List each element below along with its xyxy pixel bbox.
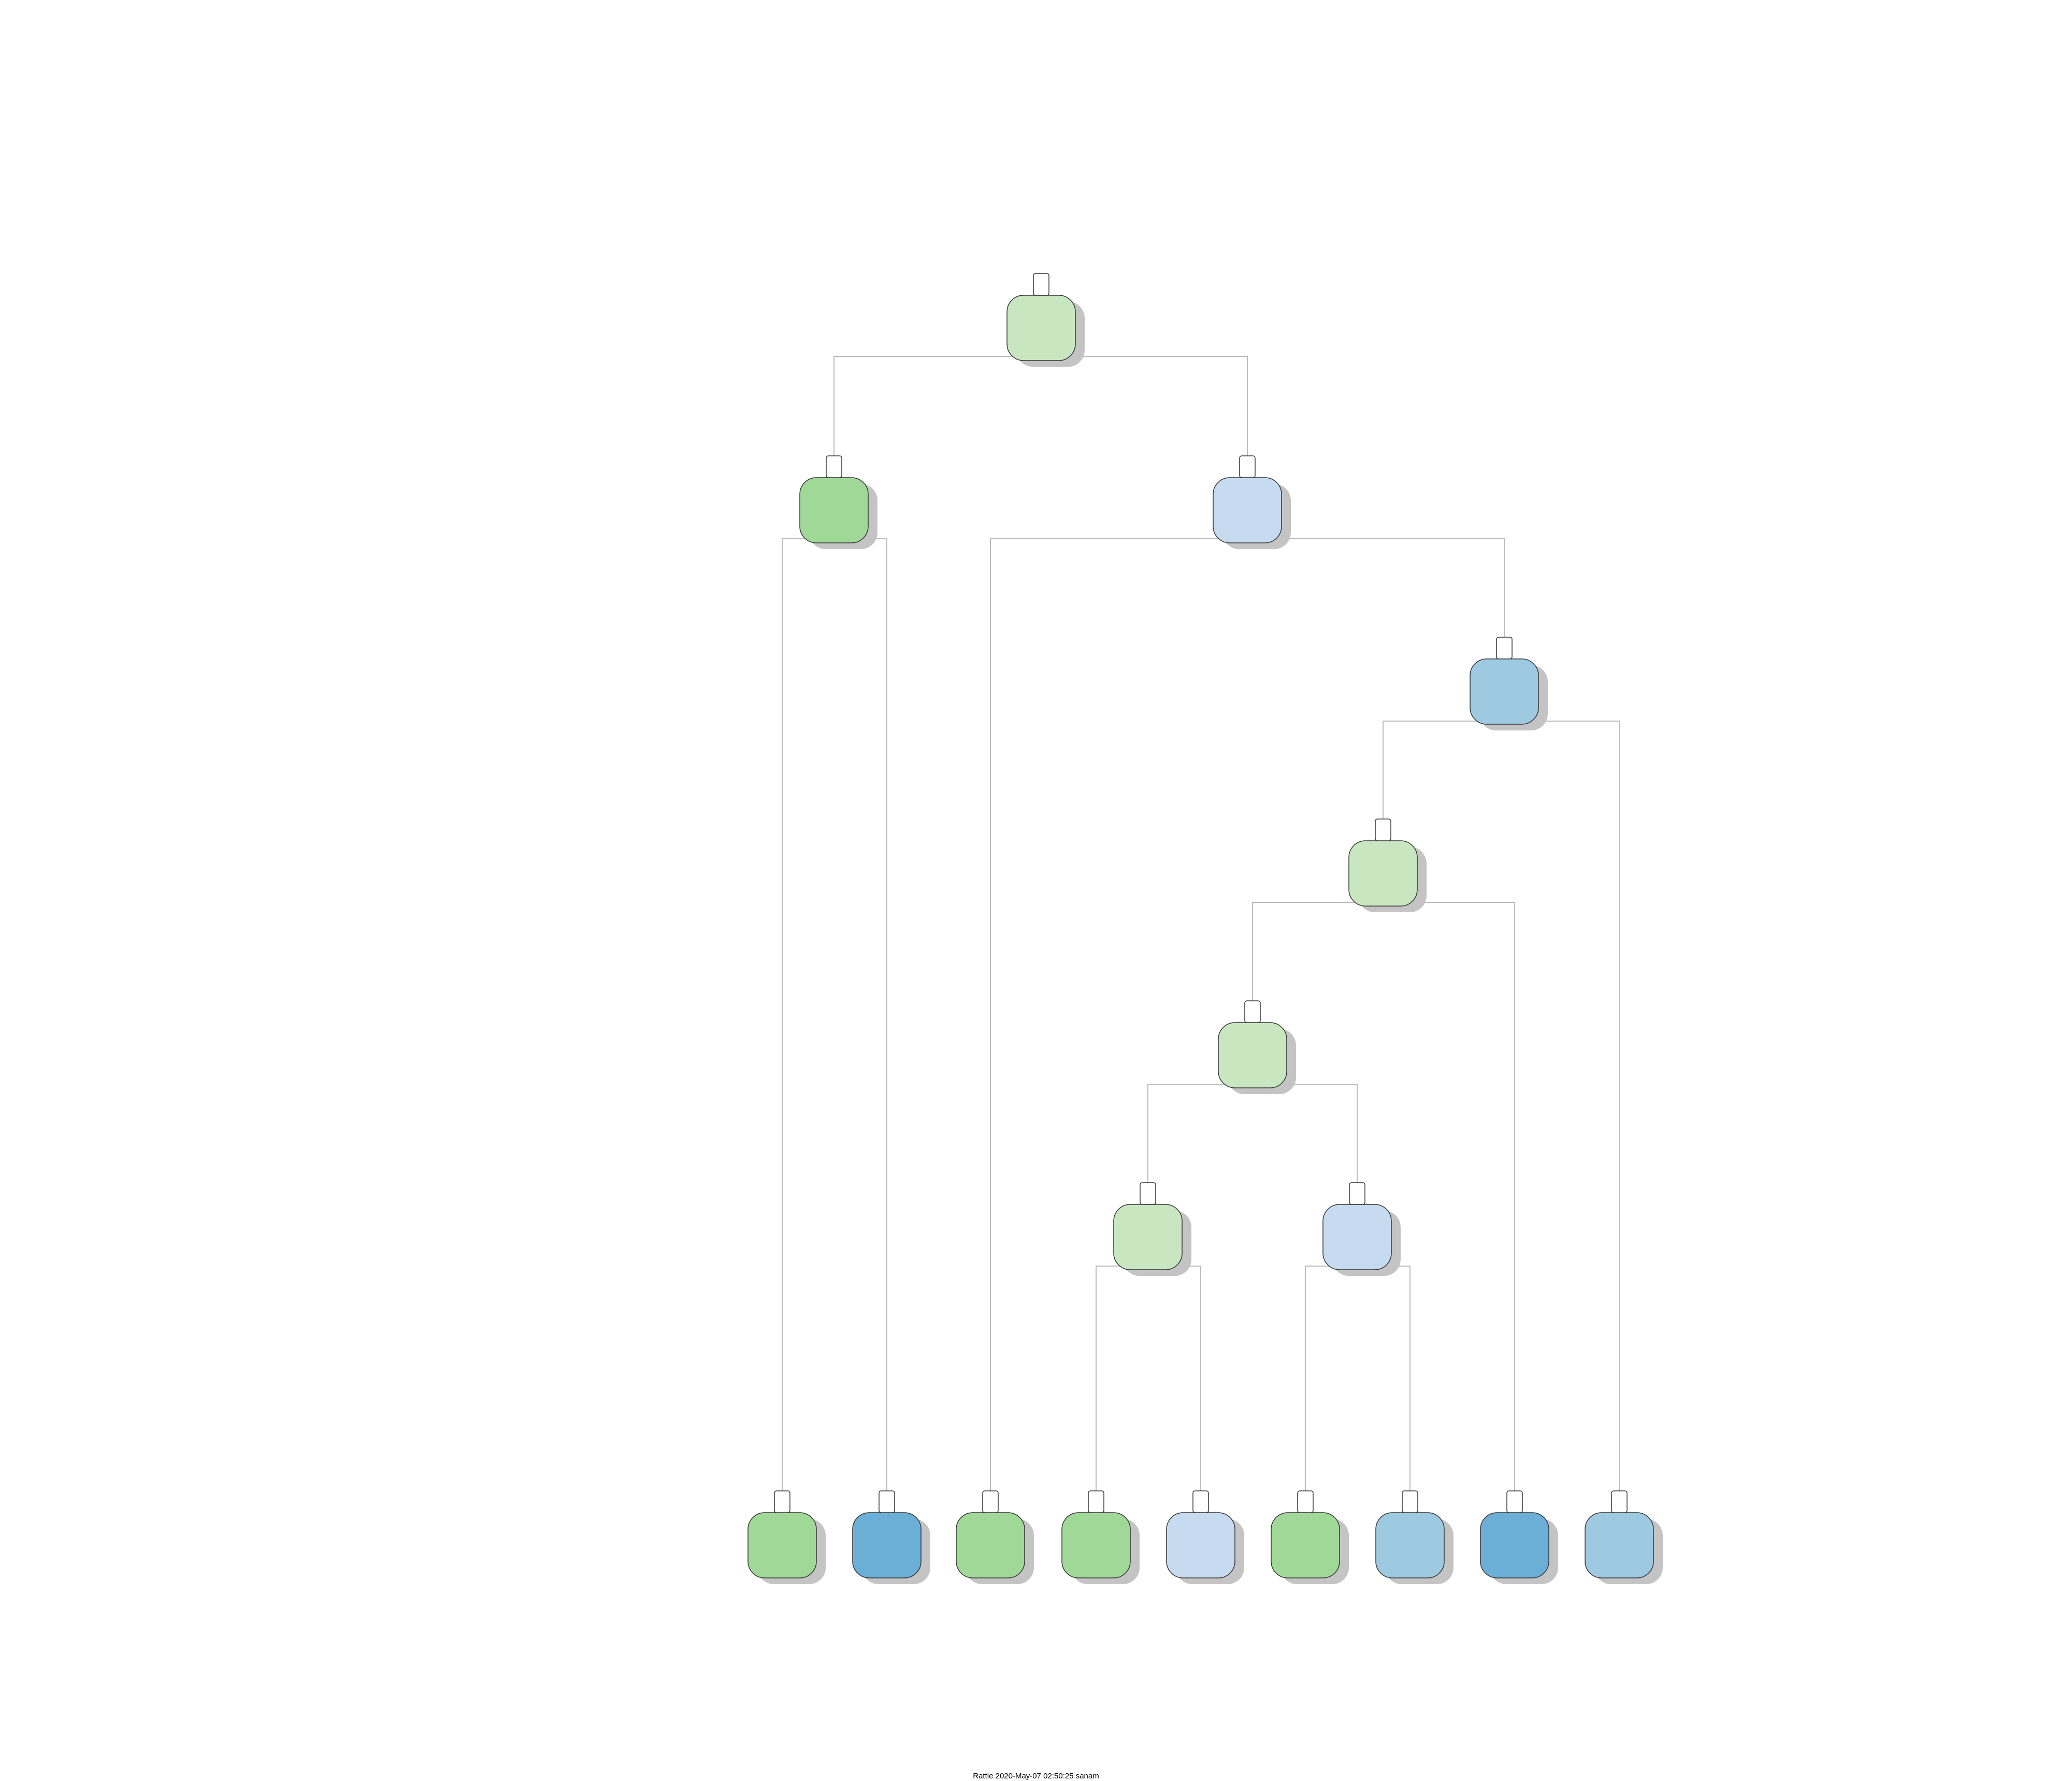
- tree-node: [1167, 1491, 1244, 1584]
- node-number-tab: [774, 1491, 790, 1513]
- node-box: [956, 1513, 1025, 1578]
- node-box: [1349, 841, 1417, 906]
- tree-edge: [1383, 902, 1515, 1492]
- node-number-tab: [1507, 1491, 1522, 1513]
- node-box: [1167, 1513, 1235, 1578]
- node-box: [800, 478, 868, 543]
- tree-edge: [834, 356, 1041, 457]
- node-number-tab: [879, 1491, 895, 1513]
- node-number-tab: [1193, 1491, 1208, 1513]
- tree-edge: [782, 539, 834, 1492]
- tree-edge: [1041, 356, 1247, 457]
- node-number-tab: [1497, 637, 1512, 659]
- node-number-tab: [1298, 1491, 1313, 1513]
- tree-node: [748, 1491, 826, 1584]
- tree-edge: [1253, 1085, 1357, 1184]
- tree-node: [1218, 1001, 1296, 1094]
- tree-edge: [1504, 721, 1619, 1492]
- tree-node: [1480, 1491, 1558, 1584]
- tree-nodes: [748, 274, 1663, 1584]
- tree-edge: [1096, 1266, 1148, 1492]
- tree-node: [1007, 274, 1085, 367]
- node-number-tab: [983, 1491, 998, 1513]
- tree-edge: [1148, 1085, 1253, 1184]
- node-box: [748, 1513, 816, 1578]
- node-box: [1271, 1513, 1340, 1578]
- node-number-tab: [1033, 274, 1049, 295]
- node-number-tab: [826, 456, 842, 478]
- node-box: [1323, 1204, 1391, 1270]
- tree-node: [1114, 1183, 1191, 1276]
- tree-node: [1062, 1491, 1140, 1584]
- footer-caption: Rattle 2020-May-07 02:50:25 sanam: [0, 1772, 2072, 1780]
- node-number-tab: [1349, 1183, 1365, 1204]
- node-number-tab: [1240, 456, 1255, 478]
- node-box: [1062, 1513, 1130, 1578]
- tree-node: [956, 1491, 1034, 1584]
- node-number-tab: [1375, 819, 1391, 841]
- tree-edge: [1148, 1266, 1201, 1492]
- node-box: [1213, 478, 1282, 543]
- node-box: [853, 1513, 921, 1578]
- node-box: [1585, 1513, 1653, 1578]
- tree-node: [800, 456, 877, 549]
- node-number-tab: [1140, 1183, 1156, 1204]
- node-number-tab: [1088, 1491, 1104, 1513]
- tree-edge: [834, 539, 887, 1492]
- tree-node: [1271, 1491, 1349, 1584]
- node-number-tab: [1402, 1491, 1418, 1513]
- node-box: [1218, 1023, 1287, 1088]
- tree-edge: [1357, 1266, 1410, 1492]
- node-box: [1470, 659, 1538, 724]
- node-box: [1114, 1204, 1182, 1270]
- tree-edge: [990, 539, 1247, 1492]
- tree-node: [1213, 456, 1291, 549]
- tree-node: [1349, 819, 1427, 912]
- tree-node: [1323, 1183, 1401, 1276]
- tree-edge: [1305, 1266, 1357, 1492]
- tree-node: [1376, 1491, 1454, 1584]
- tree-edge: [1383, 721, 1504, 820]
- node-box: [1007, 295, 1075, 361]
- tree-node: [1470, 637, 1548, 730]
- node-number-tab: [1611, 1491, 1627, 1513]
- node-number-tab: [1245, 1001, 1260, 1023]
- node-box: [1480, 1513, 1549, 1578]
- tree-edge: [1253, 902, 1383, 1002]
- tree-node: [1585, 1491, 1663, 1584]
- tree-node: [853, 1491, 930, 1584]
- tree-edges: [782, 356, 1619, 1492]
- node-box: [1376, 1513, 1444, 1578]
- tree-edge: [1247, 539, 1504, 638]
